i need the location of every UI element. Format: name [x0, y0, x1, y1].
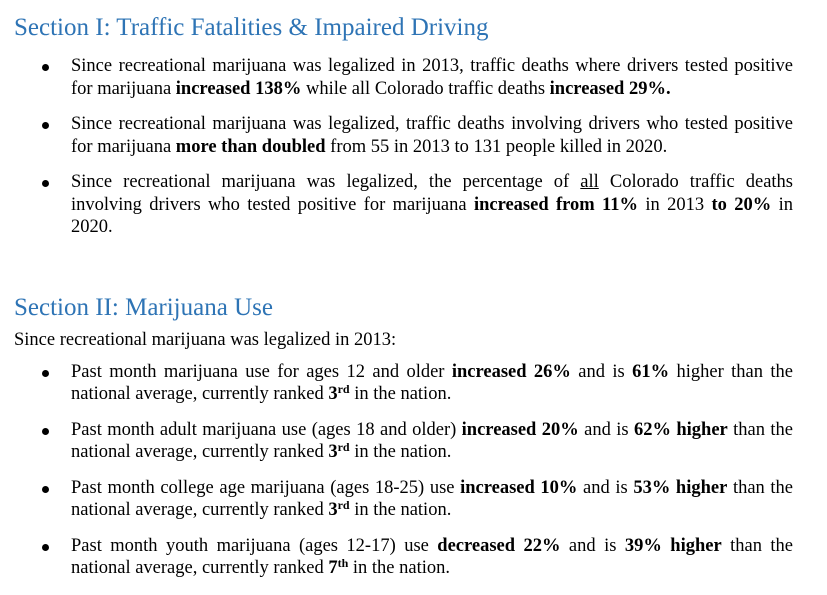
bullet-text: Since recreational marijuana was legaliz… [71, 114, 793, 157]
bullet-dot-icon [42, 180, 49, 187]
bullet-text: in 2013 [638, 194, 712, 215]
bullet-text: while all Colorado traffic deaths [301, 78, 550, 99]
bullet-dot-icon [42, 543, 49, 551]
bullet-emphasis: 62% higher [633, 419, 728, 440]
bullet-dot-icon [42, 369, 49, 377]
bullet-emphasis: increased 20% [461, 419, 579, 440]
bullet-dot-icon [42, 427, 49, 435]
rank-number: 7 [328, 558, 338, 578]
bullet-emphasis: increased from 11% [473, 194, 639, 215]
rank-suffix: rd [337, 440, 350, 454]
bullet-emphasis: increased 26% [451, 361, 571, 382]
bullet-text: in the nation. [349, 442, 452, 462]
bullet-text: Past month youth marijuana (ages 12-17) … [71, 535, 438, 556]
bullet-text: than the national average, currently ran… [71, 535, 793, 579]
bullet-emphasis: to 20% [711, 194, 772, 215]
bullet-emphasis: increased 29%. [549, 78, 671, 99]
bullet-emphasis: increased 10% [460, 477, 578, 498]
bullet-text: than the national average, currently ran… [71, 477, 794, 521]
bullet-text: higher than the national average, curren… [71, 361, 793, 405]
bullet-underline: all [580, 172, 599, 192]
bullet-emphasis: increased 138% [175, 78, 302, 99]
bullet-text: Since recreational marijuana was legaliz… [71, 172, 581, 192]
bullet-emphasis: decreased 22% [437, 535, 561, 556]
rank-suffix: rd [337, 498, 350, 512]
bullet-emphasis: 61% [632, 361, 670, 382]
bullet-text: in 2020. [71, 194, 794, 238]
bullet-text: in the nation. [349, 384, 452, 404]
bullet-text: Past month marijuana use for ages 12 and… [71, 361, 452, 382]
bullet-text: and is [560, 535, 625, 556]
section-2-intro: Since recreational marijuana was legaliz… [14, 329, 397, 350]
bullet-text: in the nation. [348, 558, 450, 578]
section-2-bullet-4: Past month youth marijuana (ages 12-17) … [14, 535, 813, 580]
bullet-emphasis: 53% higher [633, 477, 728, 498]
section-1-bullet-3: Since recreational marijuana was legaliz… [14, 171, 813, 239]
bullet-dot-icon [42, 122, 49, 129]
bullet-emphasis: more than doubled [175, 136, 326, 157]
rank-number: 3 [328, 384, 338, 404]
bullet-text: from 55 in 2013 to 131 people killed in … [325, 136, 668, 157]
section-2-bullet-1: Past month marijuana use for ages 12 and… [14, 361, 813, 406]
bullet-text: Colorado traffic deaths involving driver… [71, 172, 794, 215]
bullet-text: and is [578, 419, 634, 440]
bullet-dot-icon [42, 64, 49, 71]
bullet-text: Since recreational marijuana was legaliz… [71, 56, 793, 99]
bullet-text: and is [570, 361, 633, 382]
bullet-text: and is [577, 477, 634, 498]
bullet-emphasis: 39% higher [624, 535, 722, 556]
rank-number: 3 [328, 500, 338, 520]
section-1-bullet-2: Since recreational marijuana was legaliz… [14, 113, 813, 158]
section-2-bullet-3: Past month college age marijuana (ages 1… [14, 477, 813, 522]
bullet-dot-icon [42, 485, 49, 493]
rank-suffix: rd [337, 382, 350, 396]
section-2-heading: Section II: Marijuana Use [14, 293, 273, 321]
bullet-text: than the national average, currently ran… [71, 419, 793, 463]
bullet-text: in the nation. [349, 500, 452, 520]
section-1-bullet-1: Since recreational marijuana was legaliz… [14, 55, 813, 100]
section-2-bullet-list: Past month marijuana use for ages 12 and… [14, 361, 813, 580]
section-2-bullet-2: Past month adult marijuana use (ages 18 … [14, 419, 813, 464]
bullet-text: Past month adult marijuana use (ages 18 … [71, 419, 462, 440]
rank-number: 3 [328, 442, 338, 462]
section-1-heading: Section I: Traffic Fatalities & Impaired… [14, 14, 489, 41]
rank-suffix: th [337, 556, 349, 570]
bullet-text: Past month college age marijuana (ages 1… [71, 477, 461, 498]
section-1-bullet-list: Since recreational marijuana was legaliz… [14, 55, 813, 239]
